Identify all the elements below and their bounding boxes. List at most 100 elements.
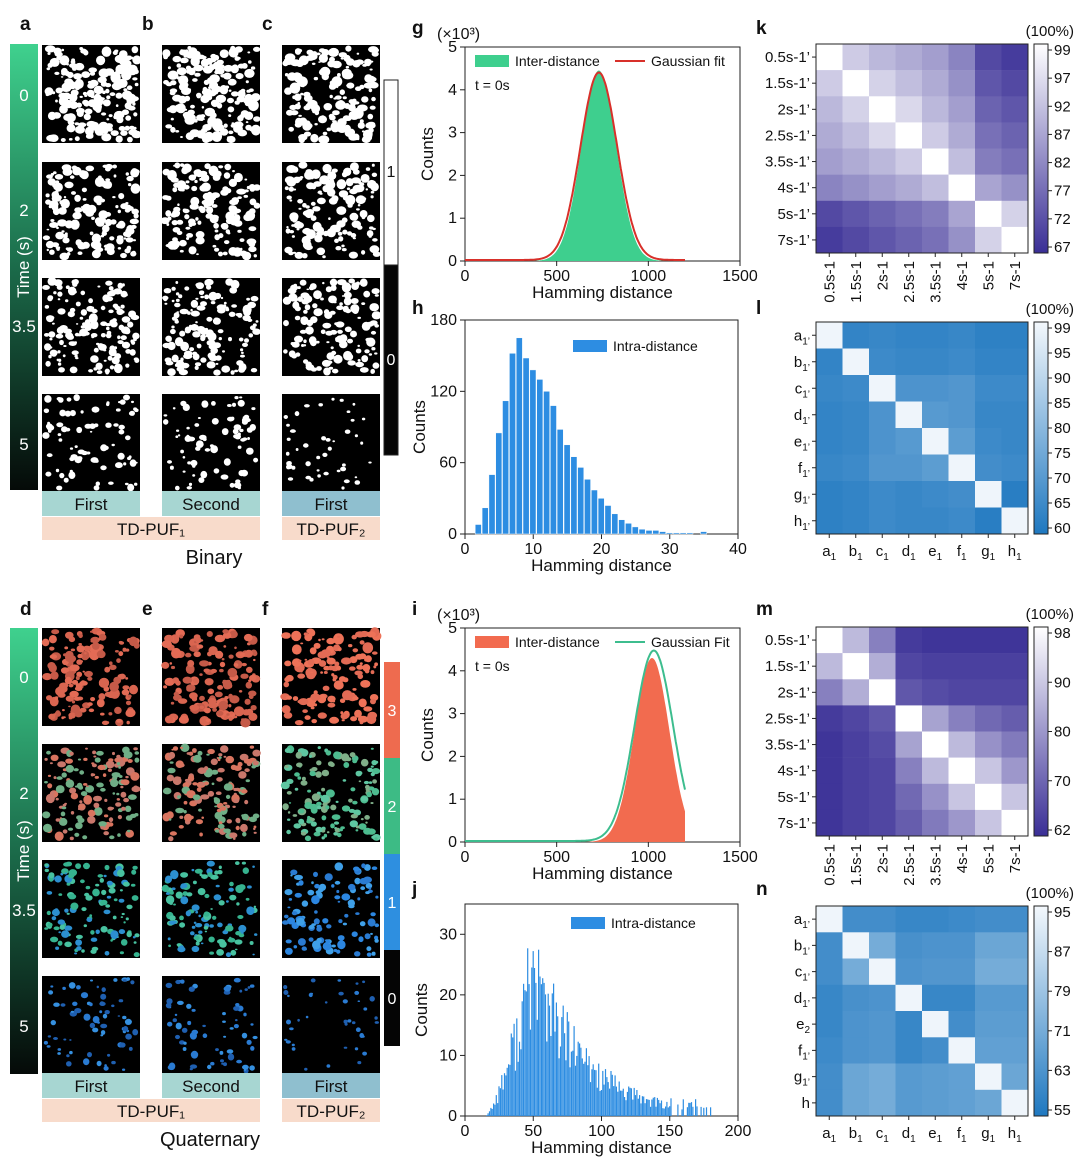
quaternary-tile-particle bbox=[54, 831, 64, 841]
heatmap-col-label: f1 bbox=[957, 543, 967, 563]
quaternary-tile-particle bbox=[117, 1015, 121, 1017]
intra-distance-bar bbox=[651, 1099, 653, 1116]
binary-tile-particle bbox=[176, 63, 182, 68]
quaternary-tile-particle bbox=[50, 754, 59, 761]
heatmap-frame bbox=[815, 626, 1029, 837]
binary-tile-particle bbox=[328, 295, 337, 304]
binary-tile-bg bbox=[162, 394, 260, 492]
quaternary-tile-particle bbox=[111, 1004, 115, 1008]
quaternary-tile-particle bbox=[243, 633, 253, 642]
binary-tile-particle bbox=[328, 83, 337, 90]
quaternary-tile-particle bbox=[73, 696, 81, 701]
binary-tile-particle bbox=[109, 365, 115, 370]
quaternary-tile-particle bbox=[367, 767, 373, 773]
binary-tile-particle bbox=[283, 320, 289, 327]
intra-distance-bar bbox=[553, 983, 555, 1116]
quaternary-tile-particle bbox=[302, 709, 308, 713]
binary-tile-particle bbox=[69, 447, 74, 450]
intra-distance-bar bbox=[572, 1050, 574, 1116]
intra-distance-bar bbox=[688, 1102, 690, 1116]
binary-tile-particle bbox=[295, 49, 299, 52]
binary-tile-particle bbox=[165, 210, 172, 217]
binary-tile-particle bbox=[82, 91, 88, 96]
intra-distance-bar bbox=[533, 968, 536, 1116]
quaternary-tile-particle bbox=[64, 676, 72, 685]
intra-distance-bar bbox=[710, 1107, 712, 1116]
binary-tile-particle bbox=[56, 485, 63, 491]
quaternary-tile-particle bbox=[184, 813, 193, 822]
binary-tile-particle bbox=[332, 440, 336, 443]
binary-tile-particle bbox=[95, 362, 103, 370]
quaternary-tile-particle bbox=[215, 884, 220, 888]
binary-tile-particle bbox=[196, 326, 206, 332]
binary-tile-particle bbox=[117, 452, 125, 460]
heatmap-cell bbox=[975, 653, 1002, 680]
binary-tile-particle bbox=[236, 188, 247, 195]
heatmap-col-label: a1 bbox=[822, 543, 836, 563]
quaternary-tile-particle bbox=[354, 1047, 359, 1051]
binary-tile-particle bbox=[186, 233, 194, 238]
binary-tile-particle bbox=[331, 397, 335, 401]
quaternary-tile-particle bbox=[282, 803, 289, 811]
quaternary-tile-particle bbox=[311, 767, 318, 772]
intra-distance-bar bbox=[502, 400, 509, 535]
heatmap-cell bbox=[948, 96, 976, 123]
quaternary-tile-particle bbox=[352, 696, 359, 701]
quaternary-tile-particle bbox=[326, 1064, 331, 1068]
heatmap-col-label-base: e bbox=[928, 543, 936, 560]
quaternary-tile-particle bbox=[43, 823, 52, 833]
binary-tile-particle bbox=[239, 396, 243, 399]
binary-tile-particle bbox=[129, 55, 132, 58]
quaternary-legend-label-3: 3 bbox=[388, 703, 397, 720]
binary-tile-particle bbox=[313, 76, 319, 81]
quaternary-tile-particle bbox=[50, 1020, 56, 1026]
binary-tile-particle bbox=[117, 335, 121, 340]
binary-tile-particle bbox=[175, 130, 180, 133]
binary-tile-particle bbox=[162, 195, 170, 200]
panel-letter-c: c bbox=[262, 14, 273, 35]
binary-tile-particle bbox=[192, 78, 198, 82]
binary-tile-particle bbox=[214, 170, 222, 178]
quaternary-tile-particle bbox=[74, 710, 83, 718]
binary-tile-particle bbox=[357, 204, 361, 207]
binary-tile-particle bbox=[228, 205, 237, 212]
binary-tile-particle bbox=[101, 133, 112, 142]
intra-distance-bar bbox=[665, 1106, 667, 1116]
intra-distance-bar bbox=[499, 1088, 501, 1116]
quaternary-tile-particle bbox=[326, 657, 336, 665]
heatmap-row-label-sub: 1’ bbox=[802, 522, 810, 533]
binary-tile-particle bbox=[178, 369, 188, 376]
inter-distance-histogram-area bbox=[465, 658, 685, 842]
binary-tile-particle bbox=[83, 49, 89, 56]
binary-tile-particle bbox=[302, 203, 307, 208]
binary-tile-particle bbox=[118, 193, 125, 200]
quaternary-tile-particle bbox=[283, 990, 289, 995]
quaternary-tile-particle bbox=[214, 805, 218, 808]
binary-tile-particle bbox=[341, 486, 345, 490]
binary-tile-particle bbox=[227, 404, 232, 407]
binary-tile-particle bbox=[316, 366, 322, 371]
binary-tile-particle bbox=[355, 361, 364, 368]
binary-tile-particle bbox=[125, 172, 129, 176]
quaternary-tile-particle bbox=[350, 814, 358, 819]
binary-tile-particle bbox=[116, 237, 124, 245]
heatmap-row-label-base: c bbox=[795, 380, 803, 397]
quaternary-tile-particle bbox=[362, 1051, 367, 1056]
binary-tile-particle bbox=[178, 294, 183, 299]
heatmap-cell bbox=[842, 1063, 870, 1091]
quaternary-tile-particle bbox=[57, 919, 65, 925]
binary-tile-particle bbox=[46, 315, 54, 323]
intra-distance-bar bbox=[506, 1067, 508, 1116]
intra-distance-bar bbox=[609, 1088, 611, 1116]
quaternary-tile-particle bbox=[62, 709, 65, 712]
binary-tile-particle bbox=[283, 415, 288, 419]
intra-distance-bar bbox=[536, 379, 544, 535]
heatmap-cell bbox=[1001, 679, 1029, 706]
quaternary-tile-particle bbox=[352, 800, 358, 805]
binary-tile-particle bbox=[125, 227, 135, 235]
binary-tile-particle bbox=[347, 360, 356, 366]
quaternary-tile-particle bbox=[70, 648, 76, 652]
heatmap-cell bbox=[1001, 481, 1029, 508]
binary-tile-particle bbox=[66, 334, 75, 340]
binary-tile-particle bbox=[46, 228, 50, 231]
